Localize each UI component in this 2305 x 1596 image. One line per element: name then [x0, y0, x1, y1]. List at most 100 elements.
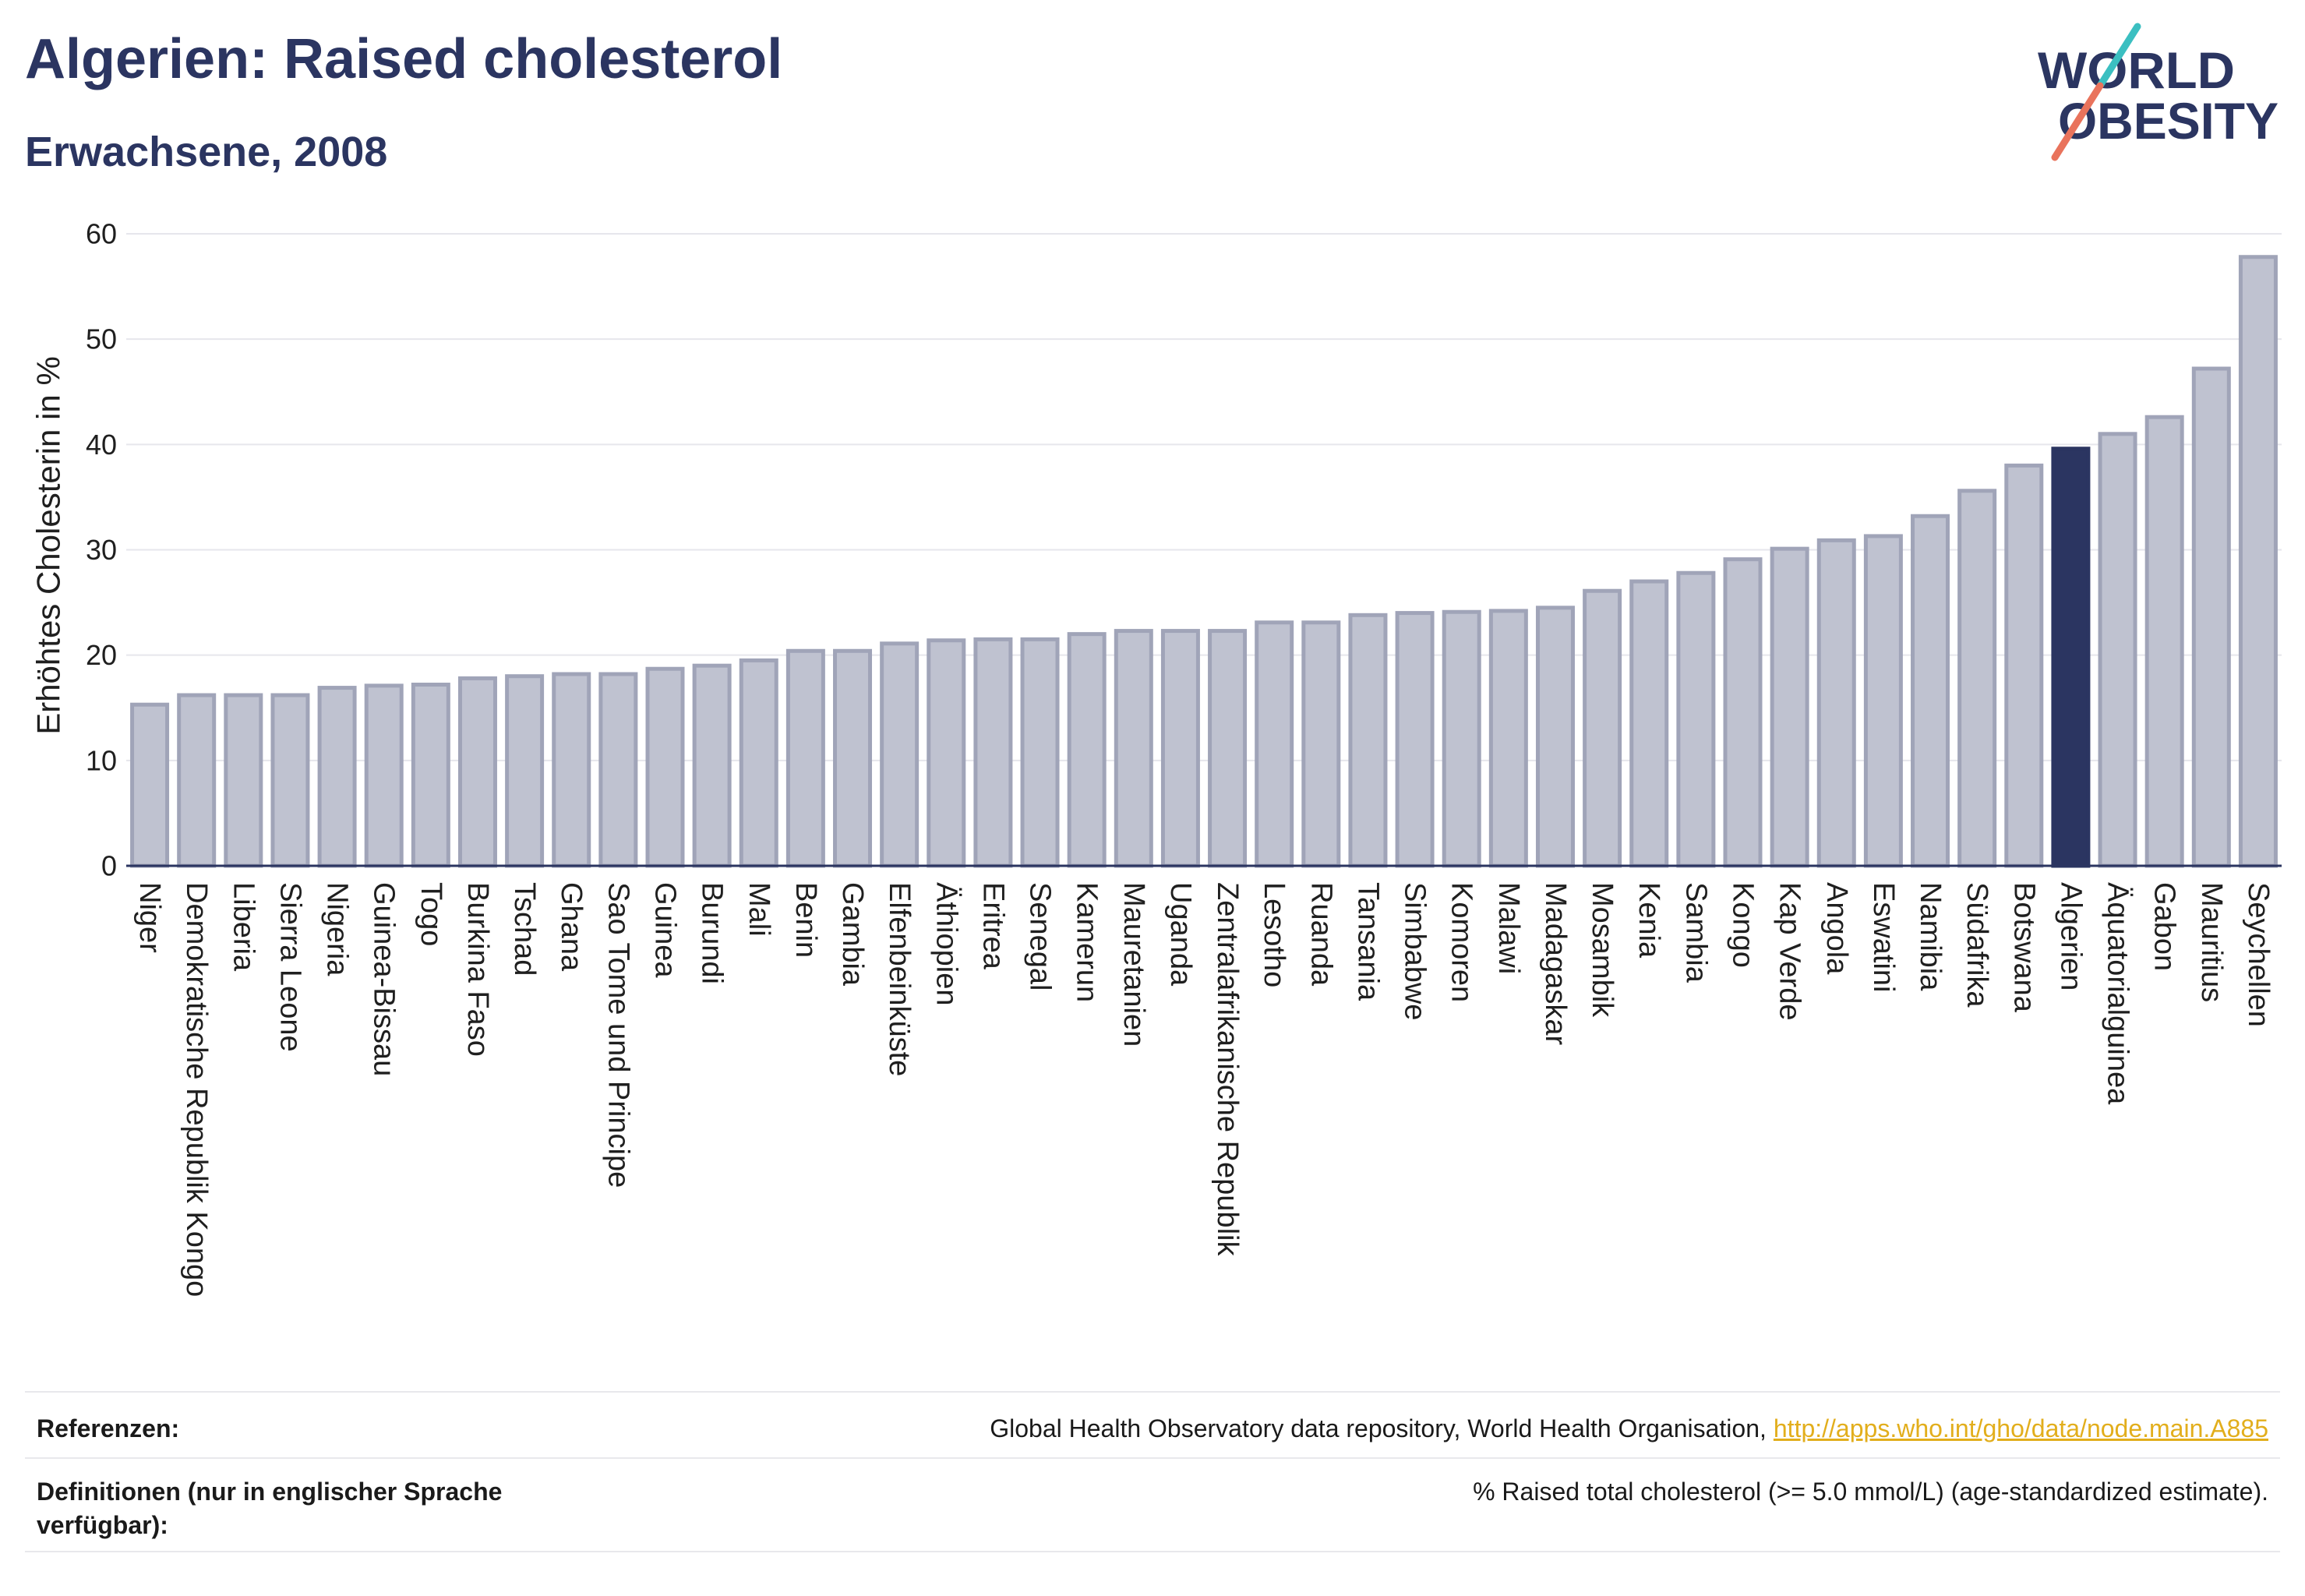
bar-algerien: [2051, 447, 2091, 868]
x-tick-label: Benin: [789, 882, 822, 958]
bar-kamerun: [1067, 632, 1107, 868]
bar-namibia: [1911, 514, 1950, 868]
y-tick-label: 20: [86, 639, 117, 671]
bar-guinea: [645, 666, 685, 868]
x-tick-label: Uganda: [1164, 882, 1197, 987]
x-tick-label: Senegal: [1024, 882, 1057, 990]
bar-eritrea: [973, 637, 1013, 868]
chart-title: Algerien: Raised cholesterol: [25, 28, 783, 90]
x-tick-label: Gambia: [836, 882, 869, 987]
x-tick-label: Mosambik: [1586, 882, 1618, 1018]
bar-athiopien: [927, 638, 966, 868]
logo-slash-teal: [2096, 23, 2141, 90]
x-tick-label: Komoren: [1445, 882, 1478, 1002]
x-tick-label: Burundi: [696, 882, 729, 984]
x-tick-label: Äthiopien: [930, 882, 962, 1005]
definitions-label: Definitionen (nur in englischer Sprache …: [37, 1478, 503, 1539]
x-tick-label: Kenia: [1633, 882, 1665, 959]
x-tick-label: Gabon: [2148, 882, 2181, 971]
bars: [130, 255, 2278, 868]
bar-sambia: [1676, 570, 1716, 868]
bar-zentralafrikanische-republik: [1208, 629, 1248, 868]
y-tick-label: 30: [86, 534, 117, 566]
bar-aquatorialguinea: [2098, 432, 2137, 868]
bar-nigeria: [317, 686, 357, 868]
bar-mauritius: [2191, 366, 2231, 868]
bar-burkina-faso: [457, 676, 497, 868]
x-tick-label: Burkina Faso: [461, 882, 494, 1057]
x-tick-label: Simbabwe: [1399, 882, 1431, 1020]
x-tick-label: Namibia: [1914, 882, 1947, 991]
bar-mauretanien: [1114, 629, 1153, 868]
footer-table: Referenzen: Global Health Observatory da…: [25, 1391, 2280, 1552]
bar-komoren: [1442, 609, 1481, 868]
y-tick-label: 40: [86, 429, 117, 461]
bar-tschad: [505, 674, 545, 868]
x-tick-label: Botswana: [2007, 882, 2040, 1013]
bar-mosambik: [1583, 588, 1622, 868]
bar-angola: [1816, 538, 1856, 868]
x-tick-label: Kongo: [1727, 882, 1760, 968]
bar-botswana: [2004, 463, 2044, 868]
x-tick-label: Ruanda: [1304, 882, 1337, 987]
x-tick-label: Tansania: [1351, 882, 1384, 1001]
references-link[interactable]: http://apps.who.int/gho/data/node.main.A…: [1773, 1414, 2268, 1442]
bar-seychellen: [2238, 255, 2278, 868]
bar-eswatini: [1863, 534, 1903, 868]
x-tick-label: Niger: [133, 882, 166, 953]
bar-simbabwe: [1395, 611, 1435, 868]
bar-elfenbeinkuste: [880, 641, 920, 868]
references-label: Referenzen:: [37, 1414, 180, 1442]
x-tick-label: Seychellen: [2242, 882, 2275, 1027]
x-tick-label: Kamerun: [1071, 882, 1103, 1002]
x-tick-label: Südafrika: [1961, 882, 1993, 1008]
x-tick-label: Tschad: [508, 882, 541, 976]
bar-burundi: [692, 663, 732, 868]
references-row: Referenzen: Global Health Observatory da…: [25, 1391, 2280, 1457]
x-tick-label: Sambia: [1679, 882, 1712, 983]
references-text: Global Health Observatory data repositor…: [990, 1414, 1767, 1442]
x-tick-label: Guinea: [649, 882, 682, 978]
logo-slash-coral: [2051, 82, 2104, 161]
x-tick-label: Eritrea: [976, 882, 1009, 970]
x-tick-label: Madagaskar: [1539, 882, 1572, 1045]
bar-kongo: [1723, 557, 1763, 868]
x-tick-label: Sao Tome und Principe: [602, 882, 634, 1188]
x-tick-label: Ghana: [555, 882, 588, 972]
bar-sierra-leone: [270, 693, 310, 868]
x-tick-label: Mali: [743, 882, 775, 937]
logo-line-world: WORLD: [2038, 41, 2235, 99]
bar-ruanda: [1301, 620, 1341, 868]
x-tick-label: Eswatini: [1867, 882, 1900, 993]
x-tick-label: Elfenbeinküste: [883, 882, 916, 1076]
bar-niger: [130, 702, 170, 868]
bar-togo: [411, 683, 450, 868]
y-tick-label: 0: [101, 850, 117, 882]
definitions-row: Definitionen (nur in englischer Sprache …: [25, 1457, 2280, 1552]
y-tick-label: 10: [86, 744, 117, 776]
x-tick-label: Zentralafrikanische Republik: [1211, 882, 1244, 1256]
references-value: Global Health Observatory data repositor…: [990, 1412, 2268, 1446]
logo-line-obesity: OBESITY: [2058, 92, 2279, 150]
x-tick-label: Lesotho: [1258, 882, 1290, 987]
bar-guinea-bissau: [364, 683, 404, 868]
bar-mali: [739, 658, 778, 868]
x-tick-label: Äquatorialguinea: [2102, 882, 2134, 1105]
x-tick-labels: Niger Demokratische Republik Kongo Liberia…: [133, 882, 2275, 1297]
bar-kenia: [1629, 579, 1669, 868]
bar-ghana: [552, 672, 591, 868]
bar-lesotho: [1255, 620, 1294, 868]
x-tick-label: Togo: [415, 882, 447, 946]
chart-subtitle: Erwachsene, 2008: [25, 129, 388, 175]
x-tick-label: Guinea-Bissau: [368, 882, 401, 1076]
x-tick-label: Malawi: [1492, 882, 1525, 974]
y-axis-label: Erhöhtes Cholesterin in %: [30, 356, 67, 735]
y-tick-label: 60: [86, 218, 117, 250]
bar-chart: 0 10 20 30 40 50 60 Niger Demokratische Republi…: [30, 218, 2282, 1297]
bar-tansania: [1348, 613, 1388, 868]
bar-malawi: [1488, 609, 1528, 868]
bar-sao-tome-und-principe: [598, 672, 638, 868]
x-tick-label: Liberia: [227, 882, 259, 972]
bar-gambia: [833, 648, 873, 868]
x-tick-label: Algerien: [2054, 882, 2087, 990]
